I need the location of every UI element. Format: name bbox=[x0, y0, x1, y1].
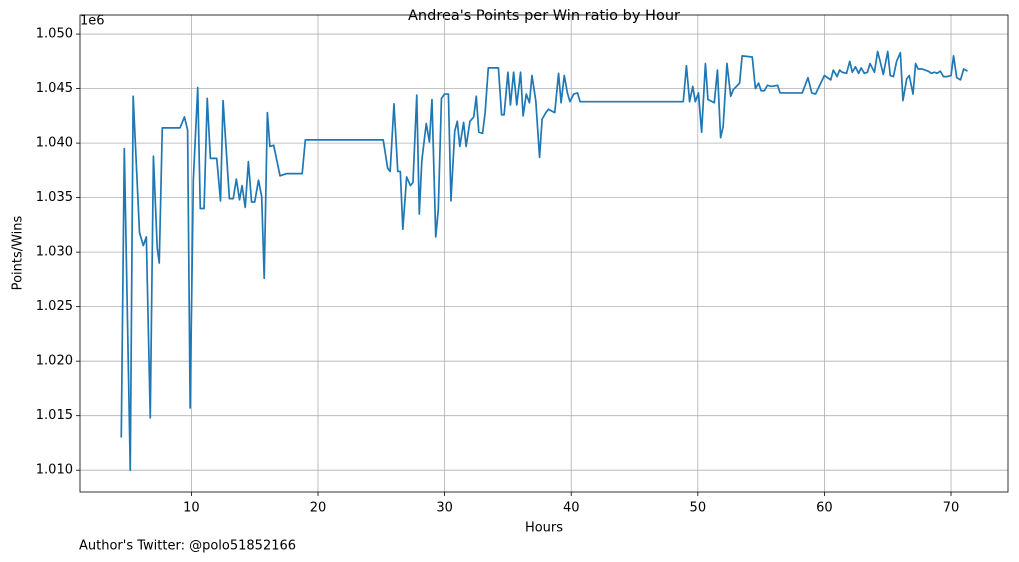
y-offset-label: 1e6 bbox=[80, 14, 105, 29]
x-tick-label: 70 bbox=[943, 501, 960, 516]
x-tick-label: 60 bbox=[816, 501, 833, 516]
y-tick-label: 1.025 bbox=[36, 299, 73, 314]
y-tick-label: 1.040 bbox=[36, 136, 73, 151]
y-tick-label: 1.030 bbox=[36, 245, 73, 260]
x-tick-label: 50 bbox=[690, 501, 707, 516]
data-line bbox=[120, 50, 968, 472]
x-tick-label: 30 bbox=[436, 501, 453, 516]
x-axis-label: Hours bbox=[525, 521, 563, 536]
y-tick-label: 1.015 bbox=[36, 408, 73, 423]
y-tick-label: 1.010 bbox=[36, 463, 73, 478]
plot-frame bbox=[79, 14, 1009, 493]
x-tick-label: 10 bbox=[183, 501, 200, 516]
footnote: Author's Twitter: @polo51852166 bbox=[79, 539, 296, 554]
chart-title: Andrea's Points per Win ratio by Hour bbox=[408, 8, 680, 24]
y-axis-label: Points/Wins bbox=[11, 215, 26, 290]
y-tick-label: 1.020 bbox=[36, 354, 73, 369]
y-tick-label: 1.045 bbox=[36, 81, 73, 96]
y-tick-label: 1.035 bbox=[36, 190, 73, 205]
x-tick-label: 20 bbox=[310, 501, 327, 516]
y-tick-label: 1.050 bbox=[36, 27, 73, 42]
x-tick-label: 40 bbox=[563, 501, 580, 516]
